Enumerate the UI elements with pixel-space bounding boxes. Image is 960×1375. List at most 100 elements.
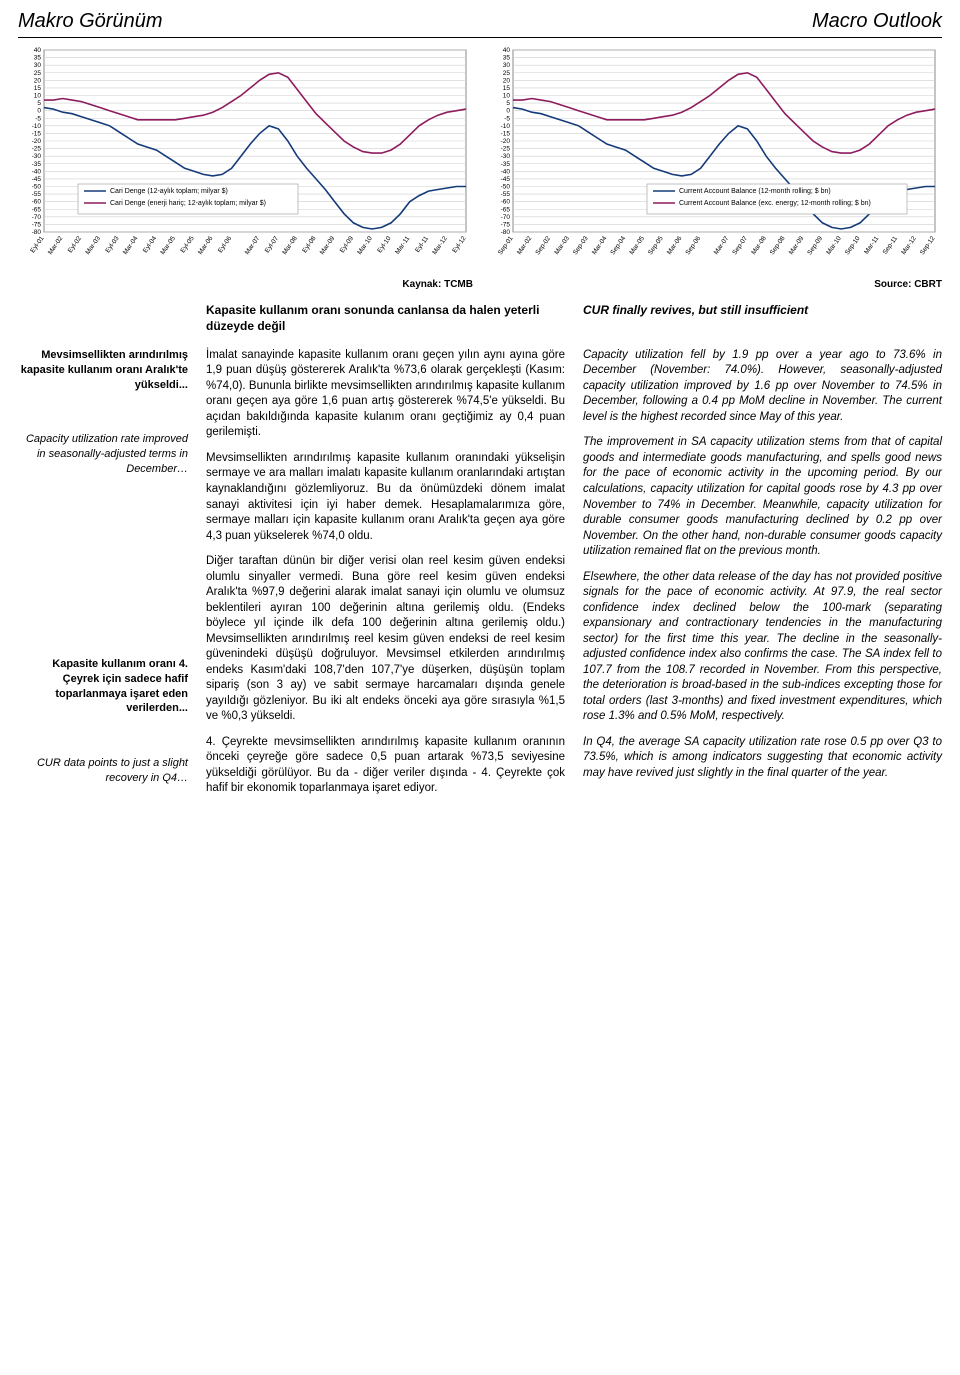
svg-text:-80: -80 [32,229,42,236]
svg-text:Mar-09: Mar-09 [788,235,806,256]
svg-text:-30: -30 [32,153,42,160]
svg-text:-55: -55 [501,191,511,198]
svg-text:Mar-04: Mar-04 [122,235,140,256]
svg-text:10: 10 [503,93,511,100]
svg-text:Mar-02: Mar-02 [47,235,65,256]
tr-p2: Mevsimsellikten arındırılmış kapasite ku… [206,451,565,544]
svg-text:Mar-10: Mar-10 [825,235,843,256]
svg-text:25: 25 [34,70,42,77]
svg-text:-25: -25 [501,146,511,153]
svg-text:-5: -5 [504,115,510,122]
svg-text:-40: -40 [501,168,511,175]
svg-text:Sep-03: Sep-03 [572,235,590,256]
svg-text:Current Account Balance (exc.: Current Account Balance (exc. energy; 12… [679,200,871,207]
svg-text:-10: -10 [32,123,42,130]
chart-right: -80-75-70-65-60-55-50-45-40-35-30-25-20-… [487,44,942,274]
source-left: Kaynak: TCMB [18,278,473,292]
svg-text:Eyl-06: Eyl-06 [217,235,234,254]
svg-text:Mar-04: Mar-04 [591,235,609,256]
svg-text:Eyl-08: Eyl-08 [301,235,318,254]
svg-text:-35: -35 [32,161,42,168]
svg-text:-10: -10 [501,123,511,130]
svg-text:40: 40 [503,47,511,54]
svg-text:-15: -15 [32,130,42,137]
subheading-tr: Kapasite kullanım oranı sonunda canlansa… [206,302,565,334]
svg-text:-50: -50 [501,184,511,191]
svg-text:Mar-11: Mar-11 [863,235,880,256]
svg-text:-65: -65 [501,206,511,213]
svg-text:30: 30 [34,62,42,69]
svg-text:Eyl-10: Eyl-10 [376,235,393,254]
svg-text:-55: -55 [32,191,42,198]
svg-text:Eyl-12: Eyl-12 [451,235,468,254]
svg-text:-60: -60 [32,199,42,206]
svg-text:Mar-05: Mar-05 [628,235,646,256]
svg-text:10: 10 [34,93,42,100]
svg-text:Mar-11: Mar-11 [394,235,411,256]
svg-text:5: 5 [37,100,41,107]
svg-text:Eyl-11: Eyl-11 [414,235,430,254]
svg-text:Eyl-04: Eyl-04 [142,235,159,254]
svg-text:Sep-01: Sep-01 [497,235,515,256]
svg-text:-75: -75 [501,221,511,228]
svg-text:Eyl-05: Eyl-05 [179,235,196,254]
svg-text:Mar-03: Mar-03 [84,235,102,256]
svg-text:-70: -70 [32,214,42,221]
svg-text:-80: -80 [501,229,511,236]
svg-text:Eyl-03: Eyl-03 [104,235,121,254]
svg-text:-5: -5 [35,115,41,122]
svg-text:Mar-09: Mar-09 [319,235,337,256]
svg-text:Mar-03: Mar-03 [553,235,571,256]
svg-text:25: 25 [503,70,511,77]
en-p3: Elsewhere, the other data release of the… [583,570,942,725]
svg-text:0: 0 [37,108,41,115]
svg-text:Cari Denge (enerji hariç; 12-a: Cari Denge (enerji hariç; 12-aylık topla… [110,200,266,207]
svg-text:-65: -65 [32,206,42,213]
svg-text:Cari Denge (12-aylık toplam; m: Cari Denge (12-aylık toplam; milyar $) [110,188,228,195]
svg-text:30: 30 [503,62,511,69]
column-tr: İmalat sanayinde kapasite kullanım oranı… [206,348,565,826]
svg-text:-70: -70 [501,214,511,221]
svg-text:20: 20 [503,77,511,84]
chart-left: -80-75-70-65-60-55-50-45-40-35-30-25-20-… [18,44,473,274]
svg-text:Sep-10: Sep-10 [844,235,862,256]
svg-text:-60: -60 [501,199,511,206]
svg-text:Mar-07: Mar-07 [244,235,262,256]
svg-text:Sep-05: Sep-05 [647,235,665,256]
svg-text:35: 35 [503,55,511,62]
en-p4: In Q4, the average SA capacity utilizati… [583,735,942,782]
svg-text:Eyl-01: Eyl-01 [29,235,46,254]
svg-text:Mar-12: Mar-12 [900,235,918,256]
svg-text:40: 40 [34,47,42,54]
svg-text:Mar-06: Mar-06 [197,235,215,256]
header-left: Makro Görünüm [18,8,163,35]
svg-text:Mar-08: Mar-08 [750,235,768,256]
sidebar-note-4: CUR data points to just a slight recover… [18,756,188,786]
svg-text:-75: -75 [32,221,42,228]
svg-text:-20: -20 [32,138,42,145]
sidebar-notes: Mevsimsellikten arındırılmış kapasite ku… [18,348,188,826]
subheading-en: CUR finally revives, but still insuffici… [583,302,942,334]
svg-text:Mar-10: Mar-10 [356,235,374,256]
spacer [18,302,188,334]
svg-text:Mar-07: Mar-07 [713,235,731,256]
tr-p1: İmalat sanayinde kapasite kullanım oranı… [206,348,565,441]
svg-text:Mar-05: Mar-05 [159,235,177,256]
svg-text:Mar-12: Mar-12 [431,235,449,256]
svg-text:15: 15 [34,85,42,92]
column-en: Capacity utilization fell by 1.9 pp over… [583,348,942,826]
svg-text:-15: -15 [501,130,511,137]
sidebar-note-3: Kapasite kullanım oranı 4. Çeyrek için s… [18,657,188,716]
header-right: Macro Outlook [812,8,942,35]
svg-text:20: 20 [34,77,42,84]
tr-p3: Diğer taraftan dünün bir diğer verisi ol… [206,554,565,725]
svg-text:Sep-11: Sep-11 [882,235,900,256]
svg-text:-50: -50 [32,184,42,191]
svg-text:Sep-04: Sep-04 [609,235,627,256]
page-header: Makro Görünüm Macro Outlook [18,8,942,38]
tr-p4: 4. Çeyrekte mevsimsellikten arındırılmış… [206,735,565,797]
svg-text:Sep-02: Sep-02 [534,235,552,256]
svg-text:Mar-06: Mar-06 [666,235,684,256]
svg-text:Sep-08: Sep-08 [769,235,787,256]
svg-text:Sep-12: Sep-12 [919,235,937,256]
